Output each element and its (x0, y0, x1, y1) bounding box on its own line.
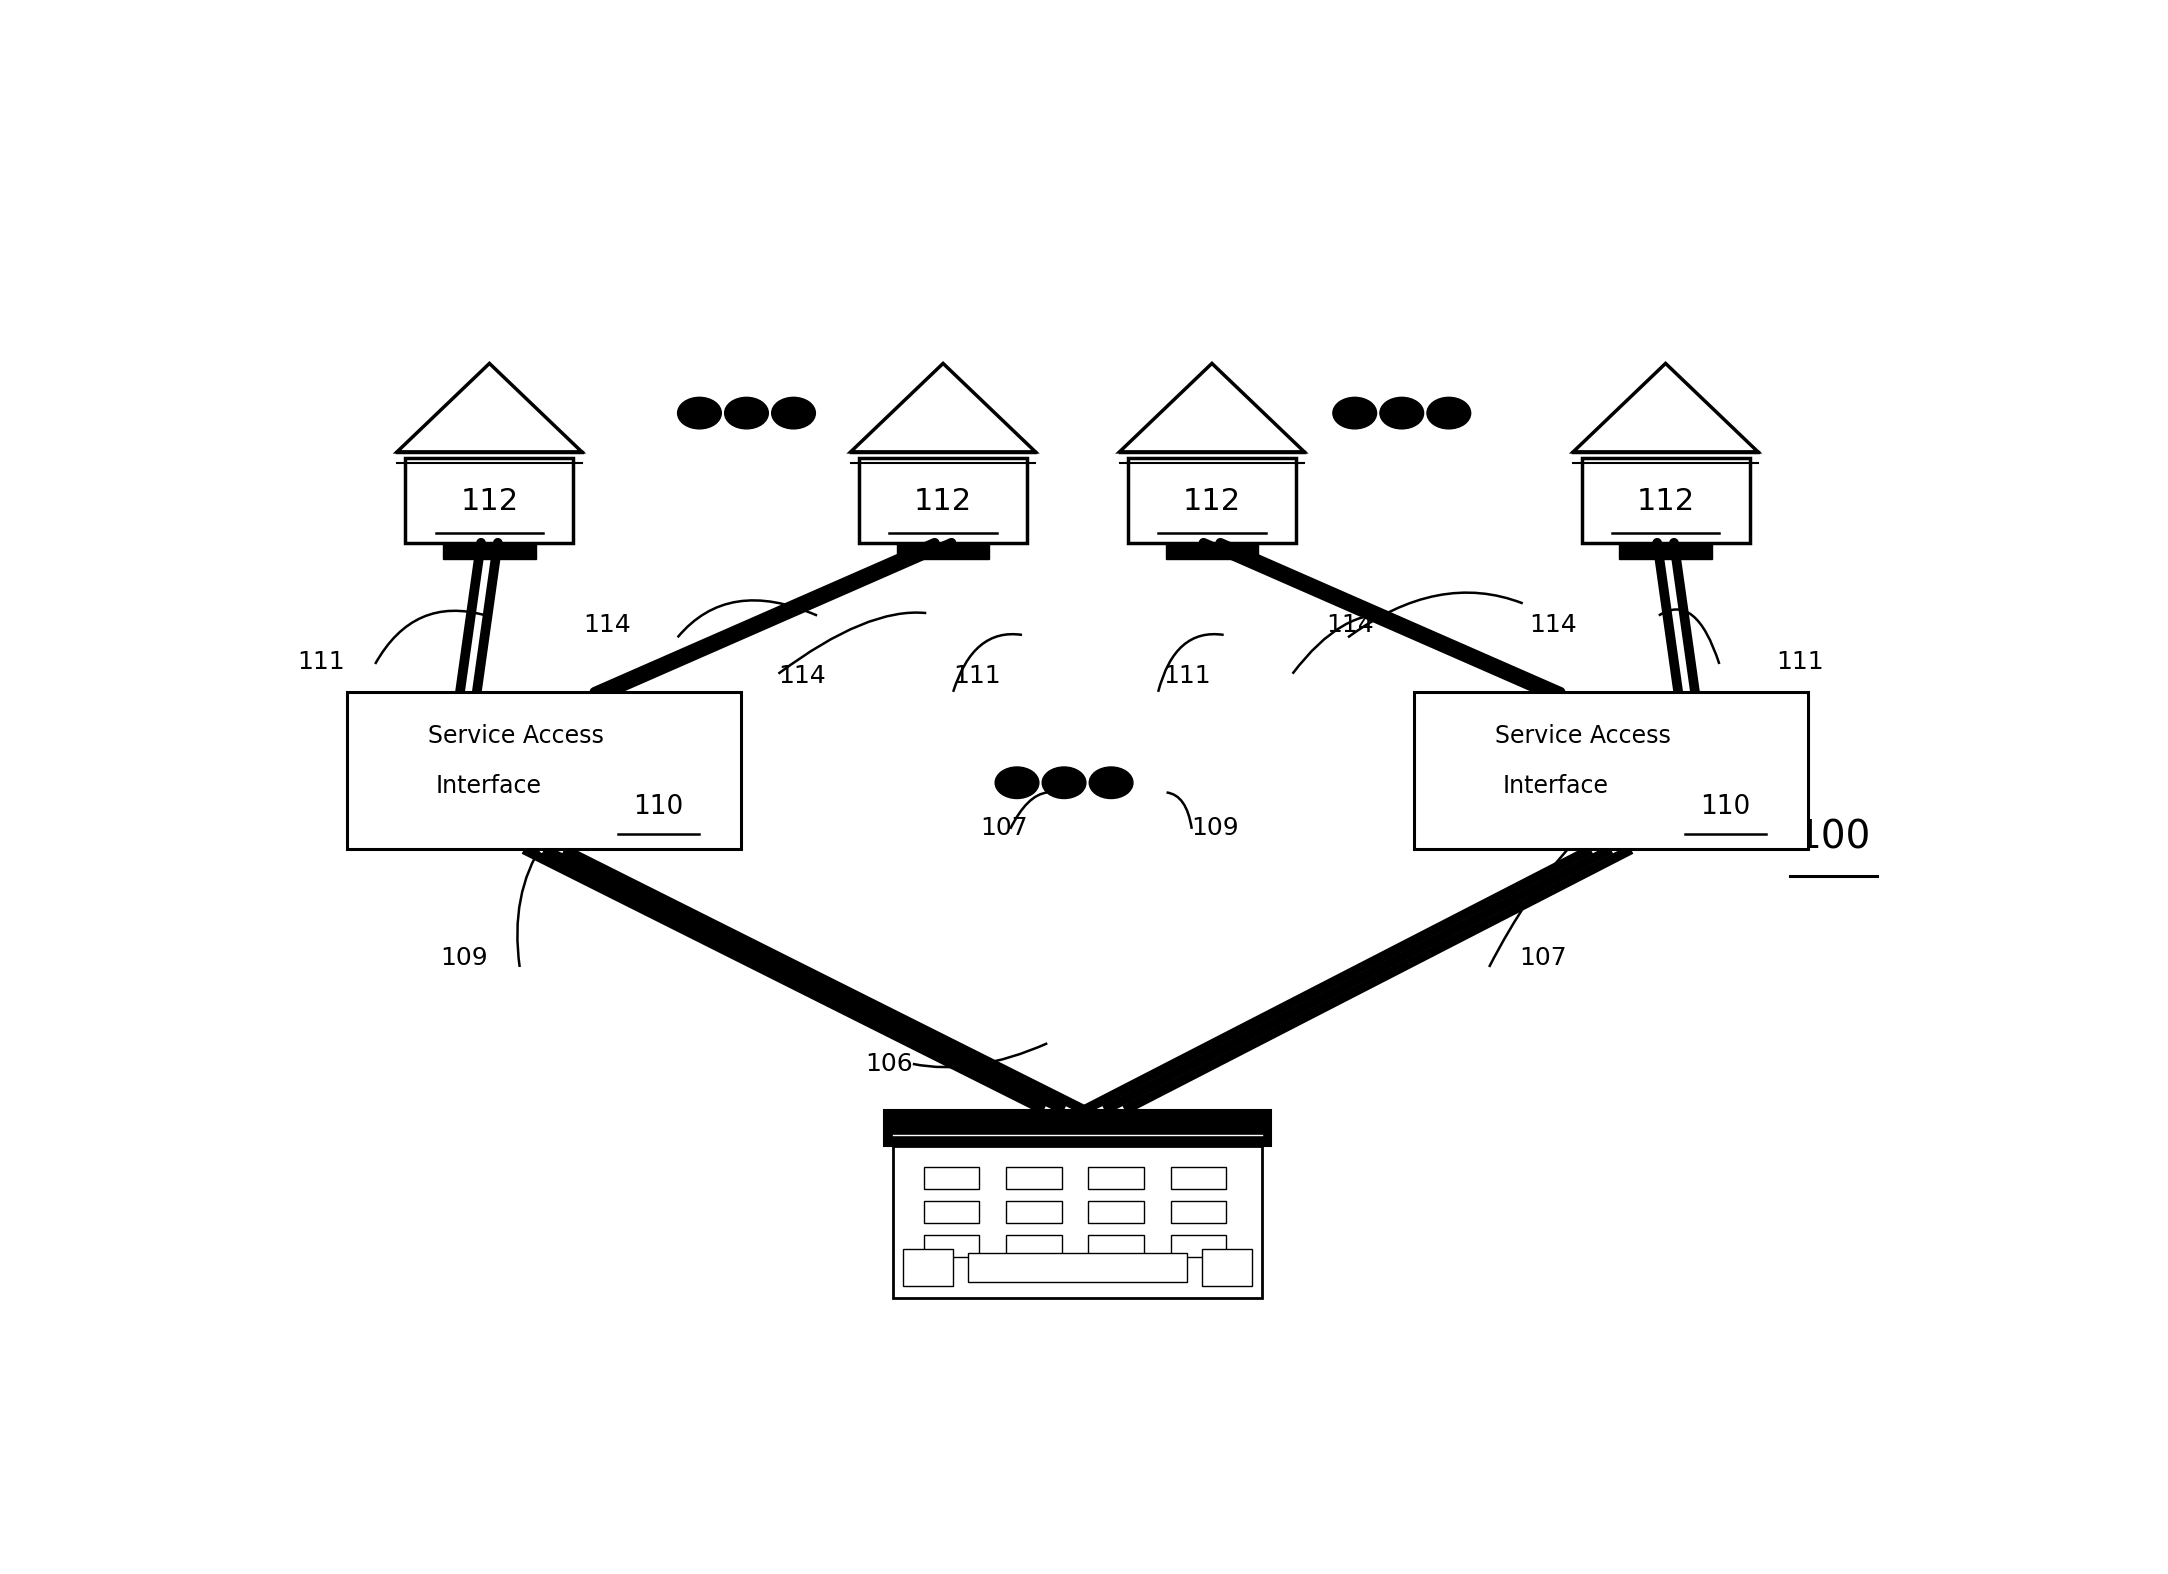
Circle shape (1381, 397, 1424, 428)
Text: 112: 112 (1184, 486, 1240, 516)
Bar (924, 1166, 980, 1188)
Text: Interface: Interface (436, 774, 542, 798)
Bar (1171, 1201, 1227, 1223)
Text: Service Access: Service Access (1496, 724, 1672, 748)
Bar (1088, 1166, 1145, 1188)
Bar (1088, 1201, 1145, 1223)
Bar (924, 1236, 980, 1256)
Text: 106: 106 (865, 1051, 913, 1077)
Text: 110: 110 (633, 793, 683, 820)
Circle shape (772, 397, 815, 428)
Bar (1166, 543, 1257, 559)
Text: 111: 111 (1162, 664, 1210, 688)
Text: 107: 107 (1520, 946, 1567, 971)
Circle shape (1427, 397, 1470, 428)
Text: 112: 112 (460, 486, 518, 516)
Circle shape (679, 397, 722, 428)
Bar (1619, 543, 1713, 559)
Text: 110: 110 (1700, 793, 1750, 820)
Bar (885, 1110, 1270, 1146)
Bar (902, 1250, 954, 1286)
Bar (405, 458, 572, 543)
Text: 114: 114 (583, 614, 631, 637)
Bar (1088, 1236, 1145, 1256)
Text: 100: 100 (1797, 818, 1871, 856)
Circle shape (724, 397, 767, 428)
Text: 114: 114 (778, 664, 826, 688)
Bar (969, 1253, 1186, 1283)
Text: 114: 114 (1327, 614, 1375, 637)
Text: Service Access: Service Access (429, 724, 605, 748)
Text: 109: 109 (1192, 815, 1240, 839)
Circle shape (1043, 767, 1086, 798)
Text: 111: 111 (954, 664, 999, 688)
Bar (898, 543, 989, 559)
Text: 112: 112 (1637, 486, 1695, 516)
Bar (924, 1201, 980, 1223)
Bar (859, 458, 1028, 543)
Bar (1171, 1236, 1227, 1256)
Text: 109: 109 (440, 946, 488, 971)
Circle shape (1088, 767, 1134, 798)
Text: 114: 114 (1528, 614, 1576, 637)
Text: 107: 107 (980, 815, 1028, 839)
Circle shape (1333, 397, 1377, 428)
Bar (1127, 458, 1296, 543)
Bar (893, 1146, 1262, 1299)
Bar (1580, 458, 1750, 543)
Bar (1171, 1166, 1227, 1188)
Circle shape (995, 767, 1038, 798)
Bar (347, 693, 741, 850)
Text: 111: 111 (297, 650, 345, 674)
Text: 112: 112 (915, 486, 971, 516)
Text: Interface: Interface (1502, 774, 1609, 798)
Bar (1006, 1201, 1062, 1223)
Bar (1201, 1250, 1253, 1286)
Text: 111: 111 (1776, 650, 1823, 674)
Bar (1414, 693, 1808, 850)
Bar (1006, 1236, 1062, 1256)
Bar (442, 543, 535, 559)
Bar (1006, 1166, 1062, 1188)
